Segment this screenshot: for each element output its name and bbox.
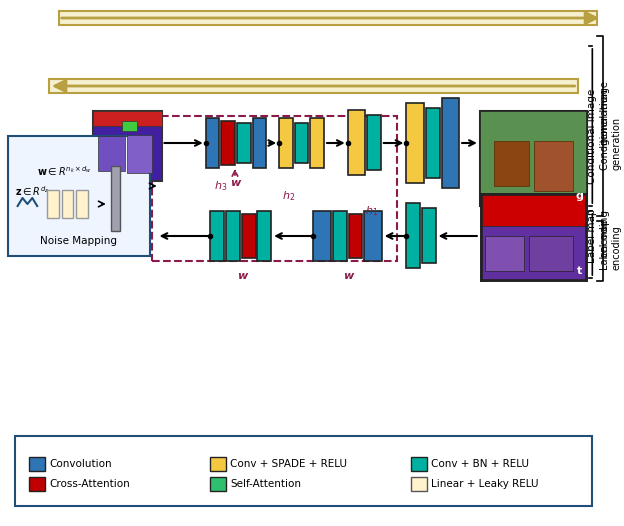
Text: Conditional Image
generation: Conditional Image generation [587,88,609,184]
Text: $h_1$: $h_1$ [366,204,379,218]
Text: $h_3$: $h_3$ [213,179,227,193]
Bar [258,211,271,261]
Bar [411,477,427,491]
Bar [480,279,587,281]
Bar [310,118,324,168]
Bar [110,166,120,231]
Bar [442,98,459,188]
Bar [485,236,524,271]
Bar [480,111,587,206]
Bar [29,477,45,491]
Bar [406,103,424,183]
Bar [411,457,427,471]
Bar [480,193,482,281]
Text: w: w [230,178,240,188]
Text: Conv + SPADE + RELU: Conv + SPADE + RELU [230,459,347,469]
Bar [122,121,137,131]
Bar [210,211,224,261]
Bar [426,108,439,178]
Text: Self-Attention: Self-Attention [230,479,301,489]
Bar [534,141,573,191]
Text: $h_2$: $h_2$ [282,189,295,203]
Bar [222,121,235,165]
Text: Conv + BN + RELU: Conv + BN + RELU [431,459,529,469]
Bar [237,123,251,163]
Bar [367,115,381,170]
Bar [364,211,382,261]
Text: w: w [343,271,354,281]
Bar [93,111,162,126]
Bar [76,190,88,218]
Bar [49,79,578,93]
Bar [349,214,363,258]
Bar [480,193,587,195]
Bar [62,190,74,218]
Bar [127,135,152,173]
Text: Label map
encoding: Label map encoding [600,218,622,270]
Bar [480,111,587,206]
Bar [226,211,240,261]
Text: Cross-Attention: Cross-Attention [49,479,130,489]
Bar [47,190,59,218]
Text: $\mathbf{z} \in R^{d_z}$: $\mathbf{z} \in R^{d_z}$ [15,184,49,198]
Text: w: w [236,271,247,281]
Bar [295,123,308,163]
Text: Linear + Leaky RELU: Linear + Leaky RELU [431,479,539,489]
Bar [422,208,436,263]
Bar [8,136,150,256]
Bar [494,141,529,186]
Bar [585,193,587,281]
Text: Conditional Image
generation: Conditional Image generation [600,82,622,170]
Bar [205,118,219,168]
Bar [529,236,573,271]
Bar [348,110,365,175]
Bar [152,116,396,261]
Bar [480,193,587,226]
Text: t: t [577,266,582,276]
Bar [253,118,266,168]
Bar [279,118,293,168]
Bar [210,477,226,491]
Bar [210,457,226,471]
Text: $\mathbf{w} \in R^{n_k \times d_w}$: $\mathbf{w} \in R^{n_k \times d_w}$ [37,164,92,178]
Bar [333,211,346,261]
Bar [15,436,592,506]
Bar [480,226,587,281]
Text: Convolution: Convolution [49,459,112,469]
Bar [93,111,162,181]
Bar [406,203,420,268]
Bar [313,211,331,261]
Bar [59,11,597,25]
Text: g: g [576,191,583,201]
Text: Noise Mapping: Noise Mapping [41,236,117,246]
Bar [29,457,45,471]
Bar [242,214,256,258]
Bar [98,136,125,171]
Text: Label map
encoding: Label map encoding [587,209,609,263]
